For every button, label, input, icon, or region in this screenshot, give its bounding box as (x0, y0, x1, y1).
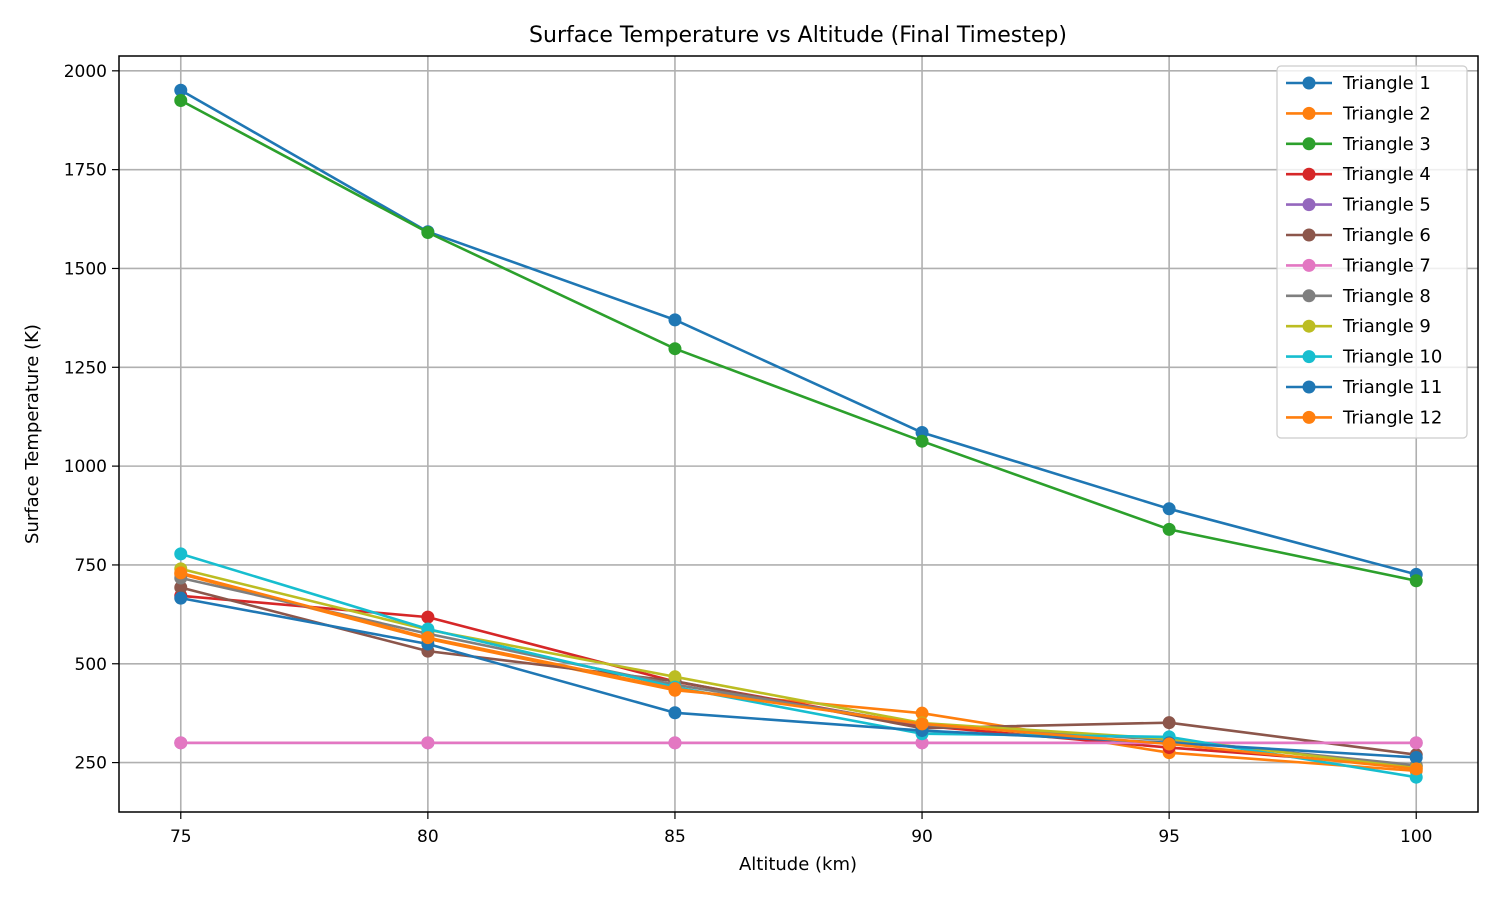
data-point (1409, 574, 1423, 588)
legend-label: Triangle 12 (1342, 407, 1442, 428)
legend-marker (1302, 228, 1316, 242)
legend-marker (1302, 198, 1316, 212)
data-point (1409, 762, 1423, 776)
legend-label: Triangle 3 (1342, 134, 1431, 155)
legend-marker (1302, 380, 1316, 394)
series-line (180, 99, 1417, 583)
data-point (1409, 736, 1423, 750)
legend-marker (1302, 167, 1316, 181)
legend-label: Triangle 11 (1342, 377, 1442, 398)
data-point (1162, 716, 1176, 730)
legend: Triangle 1 Triangle 2 Triangle 3 Triangle 4… (1276, 65, 1468, 439)
legend-label: Triangle 2 (1342, 103, 1431, 124)
y-tick-label: 500 (75, 655, 107, 675)
legend-label: Triangle 8 (1342, 286, 1431, 307)
data-point (174, 83, 188, 97)
data-point (421, 736, 435, 750)
series-line (180, 571, 1417, 771)
x-tick-label: 95 (1158, 827, 1180, 847)
legend-label: Triangle 10 (1342, 347, 1442, 368)
legend-marker (1302, 319, 1316, 333)
legend-marker (1302, 410, 1316, 424)
data-point (668, 736, 682, 750)
series-12 (174, 566, 1423, 776)
x-tick-label: 90 (911, 827, 933, 847)
data-point (1162, 522, 1176, 536)
data-point (1409, 750, 1423, 764)
legend-marker (1302, 106, 1316, 120)
data-point (174, 93, 188, 107)
legend-marker (1302, 137, 1316, 151)
chart-title: Surface Temperature vs Altitude (Final T… (529, 23, 1067, 48)
data-point (668, 313, 682, 327)
x-tick-label: 85 (664, 827, 686, 847)
data-point (174, 547, 188, 561)
y-tick-label: 1250 (64, 358, 107, 378)
x-tick-label: 80 (417, 827, 439, 847)
y-tick-label: 2000 (64, 62, 107, 82)
legend-label: Triangle 6 (1342, 225, 1431, 246)
legend-label: Triangle 7 (1342, 255, 1431, 276)
x-axis-label: Altitude (km) (739, 854, 857, 875)
plot-frame (118, 55, 1479, 813)
y-tick-label: 750 (75, 556, 107, 576)
legend-label: Triangle 1 (1342, 73, 1431, 94)
data-point (668, 706, 682, 720)
data-point (174, 580, 188, 594)
legend-label: Triangle 4 (1342, 164, 1431, 185)
series-line (180, 596, 1417, 759)
data-point (668, 670, 682, 684)
data-point (174, 566, 188, 580)
data-point (174, 736, 188, 750)
y-tick-label: 1750 (64, 161, 107, 181)
data-point (915, 736, 929, 750)
data-point (915, 717, 929, 731)
y-tick-label: 1000 (64, 457, 107, 477)
data-point (915, 706, 929, 720)
x-tick-label: 75 (170, 827, 192, 847)
data-point (1162, 502, 1176, 516)
legend-box (1276, 65, 1468, 439)
data-point (421, 610, 435, 624)
data-point (668, 342, 682, 356)
series-line (180, 552, 1417, 779)
data-point (915, 434, 929, 448)
y-axis-label: Surface Temperature (K) (22, 324, 43, 544)
legend-marker (1302, 258, 1316, 272)
y-tick-label: 250 (75, 754, 107, 774)
series-group (174, 83, 1423, 784)
data-point (668, 682, 682, 696)
x-tick-label: 100 (1400, 827, 1432, 847)
legend-marker (1302, 76, 1316, 90)
legend-label: Triangle 5 (1342, 195, 1431, 216)
legend-marker (1302, 289, 1316, 303)
y-axis: 250 500 750 1000 1250 1500 1750 2000 (64, 62, 119, 774)
data-point (1162, 737, 1176, 751)
data-point (174, 591, 188, 605)
x-axis: 75 80 85 90 95 100 (170, 812, 1432, 847)
legend-marker (1302, 350, 1316, 364)
series-line (180, 89, 1417, 576)
series-3 (174, 93, 1423, 588)
y-tick-label: 1500 (64, 259, 107, 279)
legend-label: Triangle 9 (1342, 316, 1431, 337)
data-point (421, 631, 435, 645)
data-point (421, 225, 435, 239)
